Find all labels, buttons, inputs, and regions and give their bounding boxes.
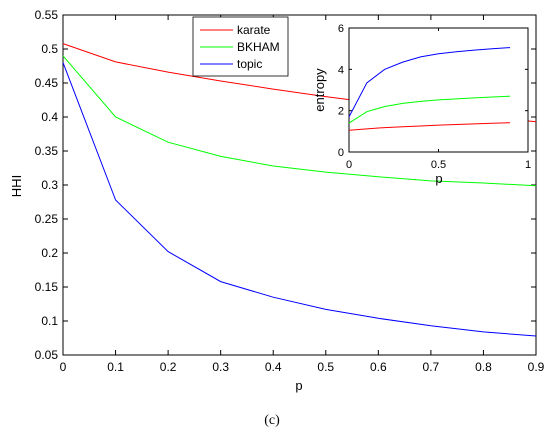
inset-plot-frame: [348, 27, 529, 153]
inset-x-tick-label-0: 0: [346, 159, 352, 171]
inset-series-line-karate: [348, 122, 511, 131]
legend-label-topic: topic: [237, 57, 262, 71]
inset-y-tick-label-2: 2: [338, 106, 344, 118]
main-y-tick-label-0-25: 0.25: [35, 212, 59, 226]
main-x-tick-label-0-7: 0.7: [423, 360, 440, 374]
inset-series-line-bkham: [348, 95, 511, 124]
main-x-tick-label-0: 0: [60, 360, 67, 374]
main-y-tick-label-0-45: 0.45: [35, 76, 59, 90]
legend: karate BKHAM topic: [192, 16, 289, 77]
figure-caption: (c): [264, 413, 280, 428]
main-y-tick-label-0-4: 0.4: [41, 110, 58, 124]
inset-y-axis-label: entropy: [312, 68, 327, 112]
inset-y-tick-label-6: 6: [338, 23, 344, 35]
legend-label-karate: karate: [237, 23, 271, 37]
legend-label-bkham: BKHAM: [237, 40, 280, 54]
main-ticks: 0 0.1 0.2 0.3 0.4 0.5 0.6 0.7 0.8 0.9 0.05 0.1 0.15 0…: [35, 8, 545, 374]
main-series-line-bkham: [62, 55, 537, 187]
inset-ticks: 0 0.5 1 0 2 4 6: [338, 23, 531, 171]
inset-y-tick-label-4: 4: [338, 64, 344, 76]
inset-x-tick-label-0-5: 0.5: [431, 159, 446, 171]
main-y-tick-label-0-55: 0.55: [35, 8, 59, 22]
main-y-tick-label-0-1: 0.1: [41, 314, 58, 328]
main-y-tick-label-0-2: 0.2: [41, 246, 58, 260]
main-y-tick-label-0-15: 0.15: [35, 280, 59, 294]
main-x-tick-label-0-5: 0.5: [317, 360, 334, 374]
main-x-tick-label-0-9: 0.9: [528, 360, 545, 374]
main-x-tick-label-0-4: 0.4: [265, 360, 282, 374]
inset-x-tick-label-1: 1: [525, 159, 531, 171]
inset-chart: 0 0.5 1 0 2 4 6 p entropy: [312, 23, 531, 186]
inset-x-axis-label: p: [435, 171, 442, 186]
main-y-tick-label-0-35: 0.35: [35, 144, 59, 158]
main-y-tick-label-0-3: 0.3: [41, 178, 58, 192]
inset-series-line-topic: [348, 47, 511, 118]
x-axis-label: p: [295, 378, 302, 393]
main-x-tick-label-0-6: 0.6: [370, 360, 387, 374]
main-y-tick-label-0-05: 0.05: [35, 348, 59, 362]
main-x-tick-label-0-2: 0.2: [160, 360, 177, 374]
inset-series-lines: [348, 47, 511, 131]
main-x-tick-label-0-1: 0.1: [107, 360, 124, 374]
main-x-tick-label-0-3: 0.3: [212, 360, 229, 374]
main-x-tick-label-0-8: 0.8: [475, 360, 492, 374]
main-series-line-topic: [62, 62, 537, 337]
y-axis-label: HHI: [9, 175, 24, 197]
main-y-tick-label-0-5: 0.5: [41, 42, 58, 56]
inset-y-tick-label-0: 0: [338, 147, 344, 159]
